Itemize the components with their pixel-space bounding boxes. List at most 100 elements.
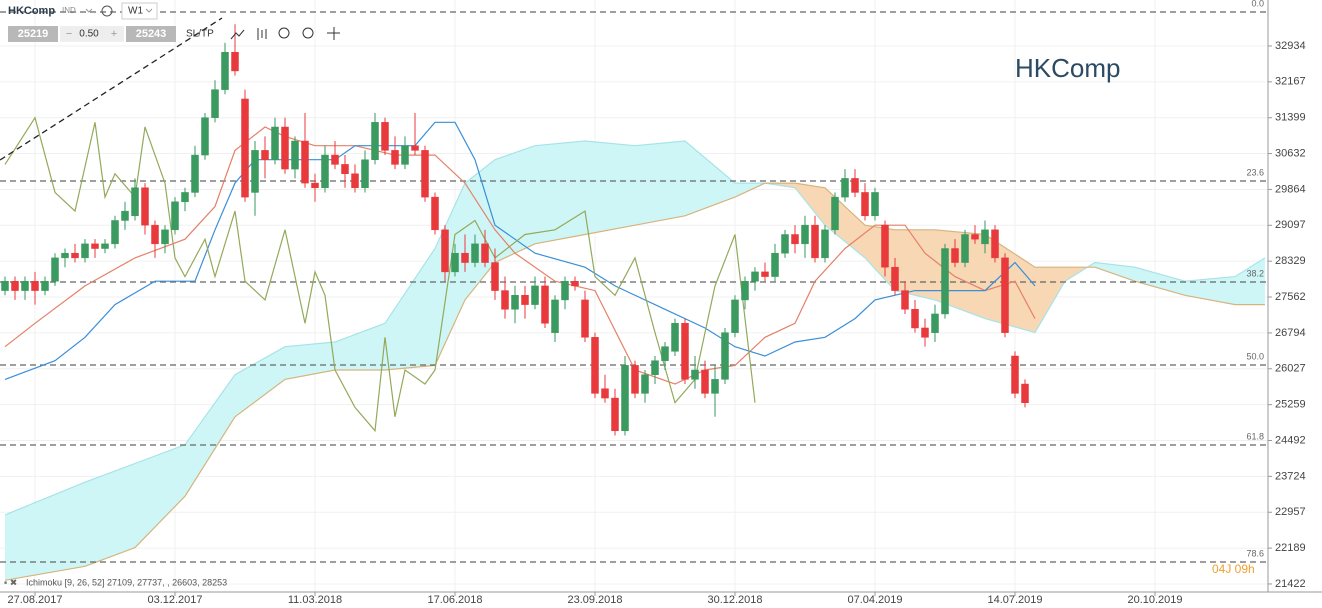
candle-body — [461, 252, 469, 263]
ask-box[interactable] — [126, 26, 176, 42]
cloud-fill — [85, 463, 135, 567]
candle-body — [221, 51, 229, 90]
candle-body — [941, 248, 949, 315]
bid-box[interactable] — [8, 26, 58, 42]
timeframe-box[interactable] — [121, 2, 158, 20]
cloud-fill — [635, 141, 685, 226]
toolbar: HKComp IND W1 25219 − 0.50 + 25243 SL/TP — [8, 2, 340, 42]
candle-body — [421, 150, 429, 198]
candle-body — [71, 252, 79, 259]
candle-body — [921, 327, 929, 338]
candle-body — [131, 187, 139, 217]
candle-body — [81, 243, 89, 259]
candle-body — [671, 323, 679, 352]
y-tick-label: 22189 — [1275, 542, 1306, 554]
dropdown-arrow[interactable] — [145, 8, 153, 13]
candle-body — [141, 187, 149, 226]
candle-body — [261, 150, 269, 160]
candle-body — [291, 140, 299, 170]
info-icon[interactable] — [101, 5, 113, 17]
candle-body — [591, 337, 599, 394]
candle-body — [431, 196, 439, 231]
legend-icon[interactable]: ▪ ✖ — [4, 577, 17, 587]
x-tick-label: 11.03.2018 — [288, 594, 342, 606]
zoom-in-icon[interactable] — [302, 27, 314, 39]
candle-body — [241, 98, 249, 198]
candle-body — [271, 126, 279, 160]
dropdown-arrow[interactable] — [85, 8, 93, 13]
candle-body — [651, 360, 659, 375]
minus[interactable]: − — [66, 28, 72, 40]
candle-body — [151, 224, 159, 245]
y-tick-label: 28329 — [1275, 255, 1306, 267]
candle-body — [391, 150, 399, 165]
symbol[interactable]: HKComp — [8, 5, 55, 17]
cloud-fill — [1235, 257, 1265, 305]
candle-body — [801, 224, 809, 245]
y-tick-label: 26027 — [1275, 363, 1306, 375]
candle-body — [101, 243, 109, 249]
trend-line — [0, 17, 223, 161]
candle-body — [931, 313, 939, 333]
countdown: 04J 09h — [1212, 562, 1255, 576]
cloud-fill — [585, 141, 635, 235]
candle-body — [331, 154, 339, 165]
y-tick-label: 27562 — [1275, 291, 1306, 303]
candles-layer — [1, 24, 1029, 436]
candle-body — [781, 234, 789, 254]
candle-body — [771, 252, 779, 277]
fib-level-label: 38.2 — [1246, 268, 1264, 278]
plus[interactable]: + — [111, 28, 117, 40]
candle-body — [211, 89, 219, 118]
levels-layer: 0.0 23.6 38.2 50.0 61.8 78.6 — [0, 0, 1268, 563]
candle-body — [361, 159, 369, 189]
grid-layer — [0, 0, 1268, 592]
candle-body — [621, 365, 629, 432]
candle-body — [401, 145, 409, 165]
candle-body — [441, 229, 449, 273]
candle-body — [811, 224, 819, 259]
candle-body — [871, 192, 879, 217]
candle-body — [991, 229, 999, 259]
candle-body — [1021, 383, 1029, 403]
cloud-fill — [795, 183, 825, 226]
y-tick-label: 23724 — [1275, 470, 1306, 482]
y-tick-label: 32167 — [1275, 76, 1306, 88]
candle-body — [301, 140, 309, 184]
bid[interactable]: 25219 — [18, 28, 49, 40]
candle-body — [851, 178, 859, 193]
candle-body — [231, 51, 239, 72]
cloud-fill — [495, 145, 535, 263]
y-tick-label: 29097 — [1275, 219, 1306, 231]
sltp[interactable]: SL/TP — [186, 29, 214, 40]
candle-body — [281, 126, 289, 170]
candle-body — [661, 346, 669, 361]
x-tick-label: 27.08.2017 — [7, 594, 62, 606]
candle-body — [451, 252, 459, 273]
candle-body — [541, 285, 549, 324]
fib-level-label: 23.6 — [1246, 167, 1264, 177]
move-icon[interactable] — [327, 27, 340, 40]
indicator-line — [4, 126, 1036, 385]
candle-tool-icon[interactable] — [257, 28, 267, 40]
candle-body — [1001, 257, 1009, 333]
line-tool-icon[interactable] — [230, 29, 245, 40]
candle-body — [471, 243, 479, 263]
cloud-fill — [385, 248, 435, 371]
candle-body — [381, 122, 389, 151]
candle-body — [831, 196, 839, 231]
timeframe[interactable]: W1 — [128, 6, 143, 17]
candle-body — [61, 252, 69, 259]
candle-body — [881, 224, 889, 268]
x-tick-label: 17.06.2018 — [427, 594, 482, 606]
x-tick-label: 30.12.2018 — [707, 594, 762, 606]
x-tick-label: 07.04.2019 — [847, 594, 902, 606]
candle-body — [501, 290, 509, 310]
candle-body — [11, 280, 19, 291]
x-tick-label: 14.07.2019 — [987, 594, 1042, 606]
market: IND — [62, 6, 76, 15]
candle-body — [111, 220, 119, 245]
zoom-out-icon[interactable] — [278, 27, 290, 39]
candle-body — [791, 234, 799, 245]
ask[interactable]: 25243 — [136, 28, 167, 40]
